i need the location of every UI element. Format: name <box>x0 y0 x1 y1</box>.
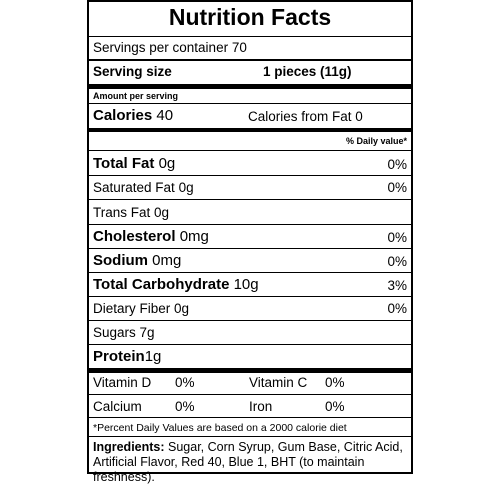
calories-row: Calories 40 <box>93 108 173 123</box>
nutrient-sodium: Sodium 0mg <box>93 253 181 268</box>
nutrient-amount: 10g <box>233 276 259 293</box>
calcium-dv: 0% <box>175 399 195 414</box>
calcium-name: Calcium <box>93 399 142 414</box>
thick-divider <box>89 128 411 132</box>
thick-divider <box>89 84 411 89</box>
nutrient-saturated-fat: Saturated Fat 0g <box>93 181 194 195</box>
vitamin-d-dv: 0% <box>175 375 195 390</box>
divider <box>89 417 411 418</box>
nutrient-amount: 0g <box>154 205 170 220</box>
divider <box>89 320 411 321</box>
nutrient-name: Protein <box>93 348 145 365</box>
divider <box>89 248 411 249</box>
nutrient-name: Cholesterol <box>93 228 176 245</box>
nutrient-name: Total Fat <box>93 155 155 172</box>
nutrient-dv: 0% <box>387 180 407 195</box>
divider <box>89 272 411 273</box>
nutrient-name: Saturated Fat <box>93 180 175 195</box>
nutrient-protein: Protein1g <box>93 349 161 364</box>
footnote: *Percent Daily Values are based on a 200… <box>93 422 347 434</box>
divider <box>89 199 411 200</box>
nutrient-total-fat: Total Fat 0g <box>93 156 175 171</box>
iron-dv: 0% <box>325 399 345 414</box>
divider <box>89 394 411 395</box>
calories-from-fat: Calories from Fat 0 <box>248 109 363 124</box>
nutrient-dv: 0% <box>387 254 407 269</box>
ingredients-text: Sugar, Corn Syrup, Gum Base, Citric Acid… <box>93 440 403 484</box>
nutrition-facts-label: Nutrition Facts Servings per container 7… <box>87 0 413 484</box>
divider <box>89 224 411 225</box>
nutrient-amount: 7g <box>139 325 155 340</box>
nutrient-dv: 3% <box>387 278 407 293</box>
nutrient-name: Sugars <box>93 325 136 340</box>
nutrient-cholesterol: Cholesterol 0mg <box>93 229 209 244</box>
ingredients: Ingredients: Sugar, Corn Syrup, Gum Base… <box>93 440 409 485</box>
divider <box>89 150 411 151</box>
nutrient-dv: 0% <box>387 301 407 316</box>
nutrient-amount: 1g <box>144 348 162 365</box>
iron-name: Iron <box>249 399 273 414</box>
label-title: Nutrition Facts <box>168 4 332 30</box>
ingredients-label: Ingredients: <box>93 440 165 454</box>
nutrient-amount: 0mg <box>152 252 182 269</box>
servings-per-container: Servings per container 70 <box>93 40 247 55</box>
divider <box>89 436 411 437</box>
vitamin-c-name: Vitamin C <box>249 375 308 390</box>
nutrient-sugars: Sugars 7g <box>93 326 155 340</box>
calories-label: Calories <box>93 107 153 124</box>
nutrient-dv: 0% <box>387 157 407 172</box>
nutrient-total-carbohydrate: Total Carbohydrate 10g <box>93 277 259 292</box>
nutrient-name: Sodium <box>93 252 148 269</box>
nutrient-amount: 0mg <box>179 228 209 245</box>
daily-value-header: % Daily value* <box>345 136 407 146</box>
thick-divider <box>89 368 411 373</box>
nutrient-name: Total Carbohydrate <box>93 276 230 293</box>
divider <box>89 296 411 297</box>
serving-size-value: 1 pieces (11g) <box>263 64 352 79</box>
divider <box>89 175 411 176</box>
nutrient-dietary-fiber: Dietary Fiber 0g <box>93 302 189 316</box>
nutrient-name: Trans Fat <box>93 205 151 220</box>
serving-size-label: Serving size <box>93 64 172 79</box>
nutrient-dv: 0% <box>387 230 407 245</box>
nutrient-trans-fat: Trans Fat 0g <box>93 206 169 220</box>
nutrient-amount: 0g <box>158 155 176 172</box>
divider <box>89 103 411 104</box>
calories-value: 40 <box>156 107 174 124</box>
divider <box>89 36 411 37</box>
nutrient-name: Dietary Fiber <box>93 301 171 316</box>
divider <box>89 344 411 345</box>
vitamin-d-name: Vitamin D <box>93 375 152 390</box>
nutrient-amount: 0g <box>174 301 190 316</box>
divider <box>89 59 411 61</box>
vitamin-c-dv: 0% <box>325 375 345 390</box>
nutrient-amount: 0g <box>178 180 194 195</box>
amount-per-serving: Amount per serving <box>93 91 179 101</box>
